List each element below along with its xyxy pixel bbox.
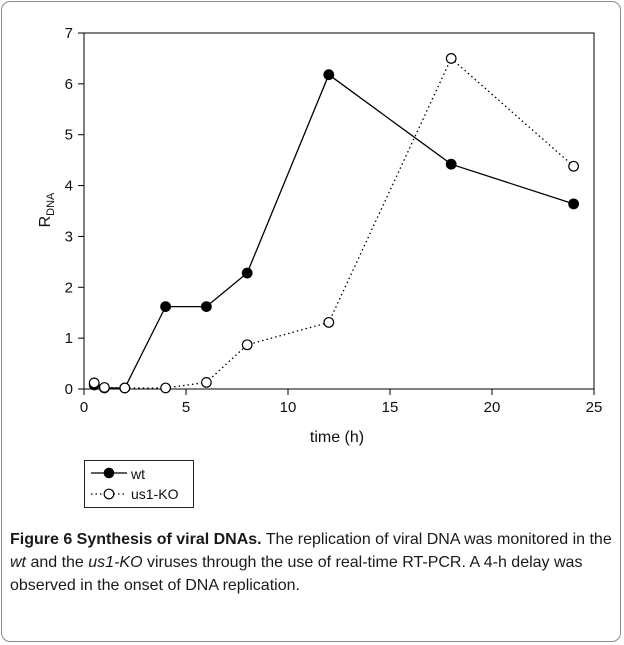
legend-swatch-us1-ko bbox=[91, 488, 127, 500]
legend-label-us1-ko: us1-KO bbox=[131, 486, 179, 502]
caption-text: viruses through the use of real-time RT-… bbox=[10, 554, 583, 594]
y-tick-label: 2 bbox=[65, 279, 73, 296]
data-point-wt bbox=[160, 301, 172, 313]
x-tick-label: 5 bbox=[182, 399, 190, 416]
caption-body: The replication of viral DNA was monitor… bbox=[10, 531, 612, 594]
line-chart: 0 5 10 15 20 25 0 1 2 3 4 5 6 7 time (h) RDNA bbox=[37, 25, 603, 446]
data-point-us1-ko bbox=[88, 377, 100, 389]
series-line-wt bbox=[94, 73, 574, 389]
data-point-us1-ko bbox=[445, 53, 457, 64]
x-tick-label: 25 bbox=[586, 399, 603, 416]
chart-series bbox=[88, 53, 579, 394]
data-point-wt bbox=[445, 158, 457, 170]
chart-ticks: 0 5 10 15 20 25 0 1 2 3 4 5 6 7 bbox=[65, 25, 603, 416]
legend-item-us1-ko: us1-KO bbox=[85, 484, 193, 504]
data-point-wt bbox=[241, 267, 253, 279]
chart-legend: wt us1-KO bbox=[84, 460, 194, 508]
x-tick-label: 20 bbox=[484, 399, 501, 416]
y-tick-label: 3 bbox=[65, 228, 73, 245]
caption-text: and the bbox=[26, 554, 89, 571]
x-axis-label: time (h) bbox=[310, 429, 364, 446]
legend-label-wt: wt bbox=[131, 466, 145, 482]
chart-axes bbox=[83, 32, 595, 390]
plot-area-frame bbox=[83, 32, 595, 390]
series-line-us1-ko bbox=[93, 57, 575, 389]
caption-text: The replication of viral DNA was monitor… bbox=[261, 531, 612, 548]
caption-italic-term: wt bbox=[10, 554, 26, 571]
x-tick-label: 15 bbox=[382, 399, 399, 416]
data-point-us1-ko bbox=[200, 376, 212, 388]
data-point-us1-ko bbox=[568, 160, 579, 172]
y-axis-label: RDNA bbox=[37, 192, 57, 227]
y-tick-label: 1 bbox=[65, 330, 73, 347]
x-tick-label: 10 bbox=[280, 399, 297, 416]
data-point-us1-ko bbox=[160, 382, 172, 394]
x-tick-label: 0 bbox=[80, 399, 88, 416]
y-tick-label: 5 bbox=[65, 127, 73, 144]
caption-italic-term: us1-KO bbox=[88, 554, 143, 571]
data-point-us1-ko bbox=[323, 316, 335, 328]
data-point-us1-ko bbox=[119, 382, 131, 394]
data-point-wt bbox=[568, 198, 579, 210]
y-tick-label: 7 bbox=[65, 25, 73, 42]
data-point-wt bbox=[323, 69, 335, 81]
figure-caption: Figure 6 Synthesis of viral DNAs. The re… bbox=[10, 528, 614, 597]
legend-swatch-wt bbox=[91, 467, 127, 479]
data-point-us1-ko bbox=[241, 339, 253, 351]
y-axis-label-main: R bbox=[37, 216, 54, 228]
y-tick-label: 0 bbox=[65, 381, 73, 398]
y-tick-label: 4 bbox=[65, 178, 73, 195]
y-tick-label: 6 bbox=[65, 76, 73, 93]
data-point-wt bbox=[200, 301, 212, 313]
legend-item-wt: wt bbox=[85, 464, 193, 484]
data-point-us1-ko bbox=[98, 382, 110, 393]
y-axis-label-subscript: DNA bbox=[45, 192, 57, 216]
caption-figure-label: Figure 6 Synthesis of viral DNAs. bbox=[10, 531, 262, 548]
